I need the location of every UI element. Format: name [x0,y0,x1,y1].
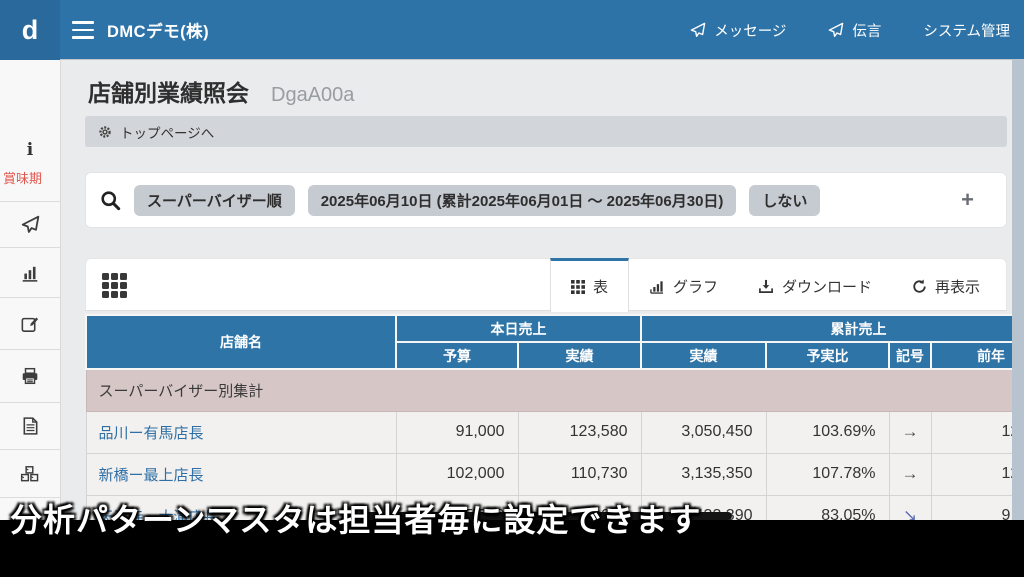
ratio-cell: 107.78% [765,452,890,496]
tab-table[interactable]: 表 [549,258,629,312]
tab-label: 表 [592,279,608,296]
menu-item-label: システム管理 [923,23,1010,40]
sidebar-item-info[interactable]: i 賞味期 [0,60,60,202]
cum-actual-cell: 3,135,350 [640,452,767,496]
view-tabs: 表 グラフ ダウンロード 再表示 [549,258,1000,312]
sidebar-item-edit[interactable] [0,298,60,350]
top-page-button[interactable]: トップページへ [85,116,1007,147]
trend-arrow-icon: → [888,410,932,454]
paper-plane-icon [21,215,40,234]
caption-bar [0,520,1024,577]
top-page-label: トップページへ [120,125,215,141]
group-row-label: スーパーバイザー別集計 [85,368,1012,412]
sidebar-item-send[interactable] [0,202,60,248]
group-row-supervisor-subtotal: スーパーバイザー別集計 [85,368,1012,412]
expiry-alert-label: 賞味期 [3,171,43,186]
prev-year-cell: 12 [930,410,1012,454]
tab-graph[interactable]: グラフ [629,258,738,312]
caption-text: 分析パターンマスタは担当者毎に設定できます [10,502,702,538]
menu-item-label: 伝言 [852,23,882,40]
sidebar-item-cubes[interactable] [0,450,60,498]
filter-badge-shinai[interactable]: しない [749,184,821,216]
filter-badge-sort-order[interactable]: スーパーバイザー順 [134,184,295,216]
download-icon [758,279,774,294]
tab-label: グラフ [672,279,718,296]
ratio-cell: 103.69% [765,410,890,454]
trend-arrow-icon: → [888,452,932,496]
company-name: DMCデモ(株) [107,23,210,41]
refresh-icon [912,279,927,294]
col-header-cum-actual: 実績 [640,341,767,370]
top-menu: メッセージ 伝言 システム管理 [690,0,1010,60]
filter-expand-button[interactable]: + [961,187,974,212]
table-row: 品川ー有馬店長 91,000 123,580 3,050,450 103.69%… [85,410,1012,454]
table-row: 新橋ー最上店長 102,000 110,730 3,135,350 107.78… [85,452,1012,496]
info-icon: i [26,140,34,160]
menu-item-message[interactable]: メッセージ [690,20,786,41]
col-header-sign: 記号 [888,341,932,370]
sidebar-item-fax[interactable] [0,350,60,403]
col-header-store: 店舗名 [85,314,397,370]
sidebar-item-analytics[interactable] [0,248,60,298]
actual-cell: 110,730 [517,452,642,496]
menu-item-system-admin[interactable]: システム管理 [923,20,1010,41]
sidebar: i 賞味期 [0,60,61,577]
tab-label: ダウンロード [781,279,872,296]
prev-year-cell: 12 [930,452,1012,496]
vertical-scrollbar[interactable] [1012,60,1024,577]
gear-icon [98,125,112,139]
sidebar-item-document[interactable] [0,403,60,450]
page-title: 店舗別業績照会 [88,80,249,106]
top-bar: d DMCデモ(株) メッセージ 伝言 システム管理 [0,0,1024,60]
bar-chart-icon [21,264,39,282]
col-group-cumulative-sales: 累計売上 [640,314,1012,343]
col-header-ratio: 予実比 [765,341,890,370]
document-icon [22,417,39,435]
bar-chart-icon [649,279,665,294]
filter-panel: スーパーバイザー順 2025年06月10日 (累計2025年06月01日 ～ 2… [85,172,1007,228]
col-header-actual: 実績 [517,341,642,370]
budget-cell: 102,000 [395,452,519,496]
store-link[interactable]: 品川ー有馬店長 [85,410,397,454]
edit-icon [21,315,39,333]
col-header-budget: 予算 [395,341,519,370]
page-code: DgaA00a [271,84,355,106]
view-toolbar: 表 グラフ ダウンロード 再表示 [85,258,1007,312]
app-logo: d [0,0,60,60]
menu-item-label: メッセージ [714,23,787,40]
col-header-prev-year: 前年 [930,341,1012,370]
tab-refresh[interactable]: 再表示 [892,258,1000,312]
page-header: 店舗別業績照会 DgaA00a [88,74,354,108]
table-grid-icon [570,279,585,294]
paper-plane-icon [690,22,706,38]
filter-badge-date-range[interactable]: 2025年06月10日 (累計2025年06月01日 ～ 2025年06月30日… [307,184,737,216]
cubes-icon [20,465,40,483]
cum-actual-cell: 3,050,450 [640,410,767,454]
menu-item-dengon[interactable]: 伝言 [828,20,881,41]
budget-cell: 91,000 [395,410,519,454]
horizontal-scrollbar-thumb[interactable] [360,512,732,520]
fax-icon [21,367,39,385]
actual-cell: 123,580 [517,410,642,454]
col-group-today-sales: 本日売上 [395,314,642,343]
tab-download[interactable]: ダウンロード [738,258,892,312]
hamburger-menu-icon[interactable] [72,21,94,39]
grid-icon[interactable] [101,272,128,299]
store-link[interactable]: 新橋ー最上店長 [85,452,397,496]
paper-plane-icon [828,22,844,38]
search-icon [100,190,121,211]
tab-label: 再表示 [934,279,980,296]
